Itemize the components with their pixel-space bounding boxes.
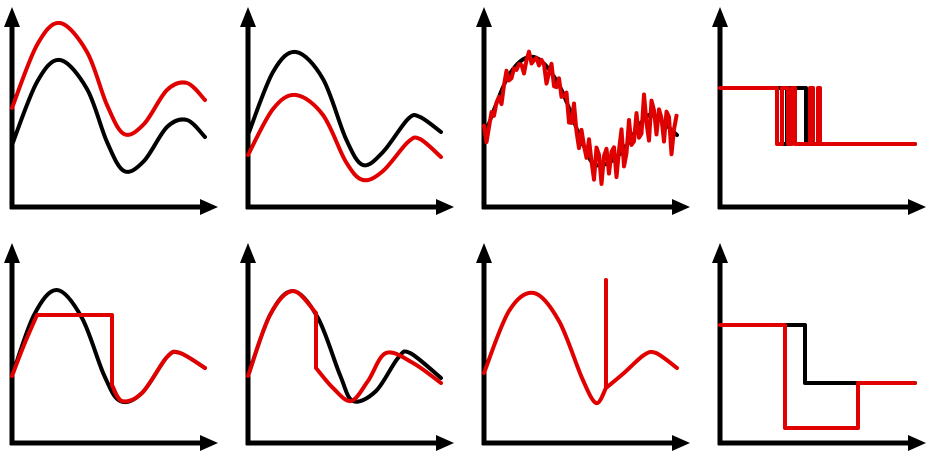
panel <box>476 7 690 215</box>
panel <box>4 243 218 451</box>
arrow-head <box>436 199 454 215</box>
arrow-head <box>908 199 926 215</box>
arrow-head <box>908 435 926 451</box>
reference-signal <box>718 323 917 385</box>
arrow-head <box>200 199 218 215</box>
reference-signal <box>246 289 443 404</box>
arrow-head <box>712 7 728 27</box>
arrow-head <box>240 243 256 263</box>
distorted-signal <box>482 49 679 186</box>
reference-signal <box>10 57 207 174</box>
arrow-head <box>4 243 20 263</box>
arrow-head <box>712 243 728 263</box>
arrow-head <box>200 435 218 451</box>
arrow-head <box>672 199 690 215</box>
distorted-signal <box>718 86 917 146</box>
panel <box>712 7 926 215</box>
distorted-signal <box>246 92 443 183</box>
distorted-signal <box>246 289 443 404</box>
distorted-signal <box>482 278 679 406</box>
panel <box>712 243 926 451</box>
arrow-head <box>476 243 492 263</box>
distorted-signal <box>718 323 917 430</box>
panel <box>4 7 218 215</box>
distorted-signal <box>10 20 207 137</box>
reference-signal <box>10 288 207 405</box>
reference-signal <box>246 49 443 168</box>
distorted-signal <box>10 313 207 404</box>
panel <box>240 7 454 215</box>
arrow-head <box>436 435 454 451</box>
arrow-head <box>476 7 492 27</box>
panel <box>476 243 690 451</box>
arrow-head <box>240 7 256 27</box>
arrow-head <box>672 435 690 451</box>
arrow-head <box>4 7 20 27</box>
panel <box>240 243 454 451</box>
